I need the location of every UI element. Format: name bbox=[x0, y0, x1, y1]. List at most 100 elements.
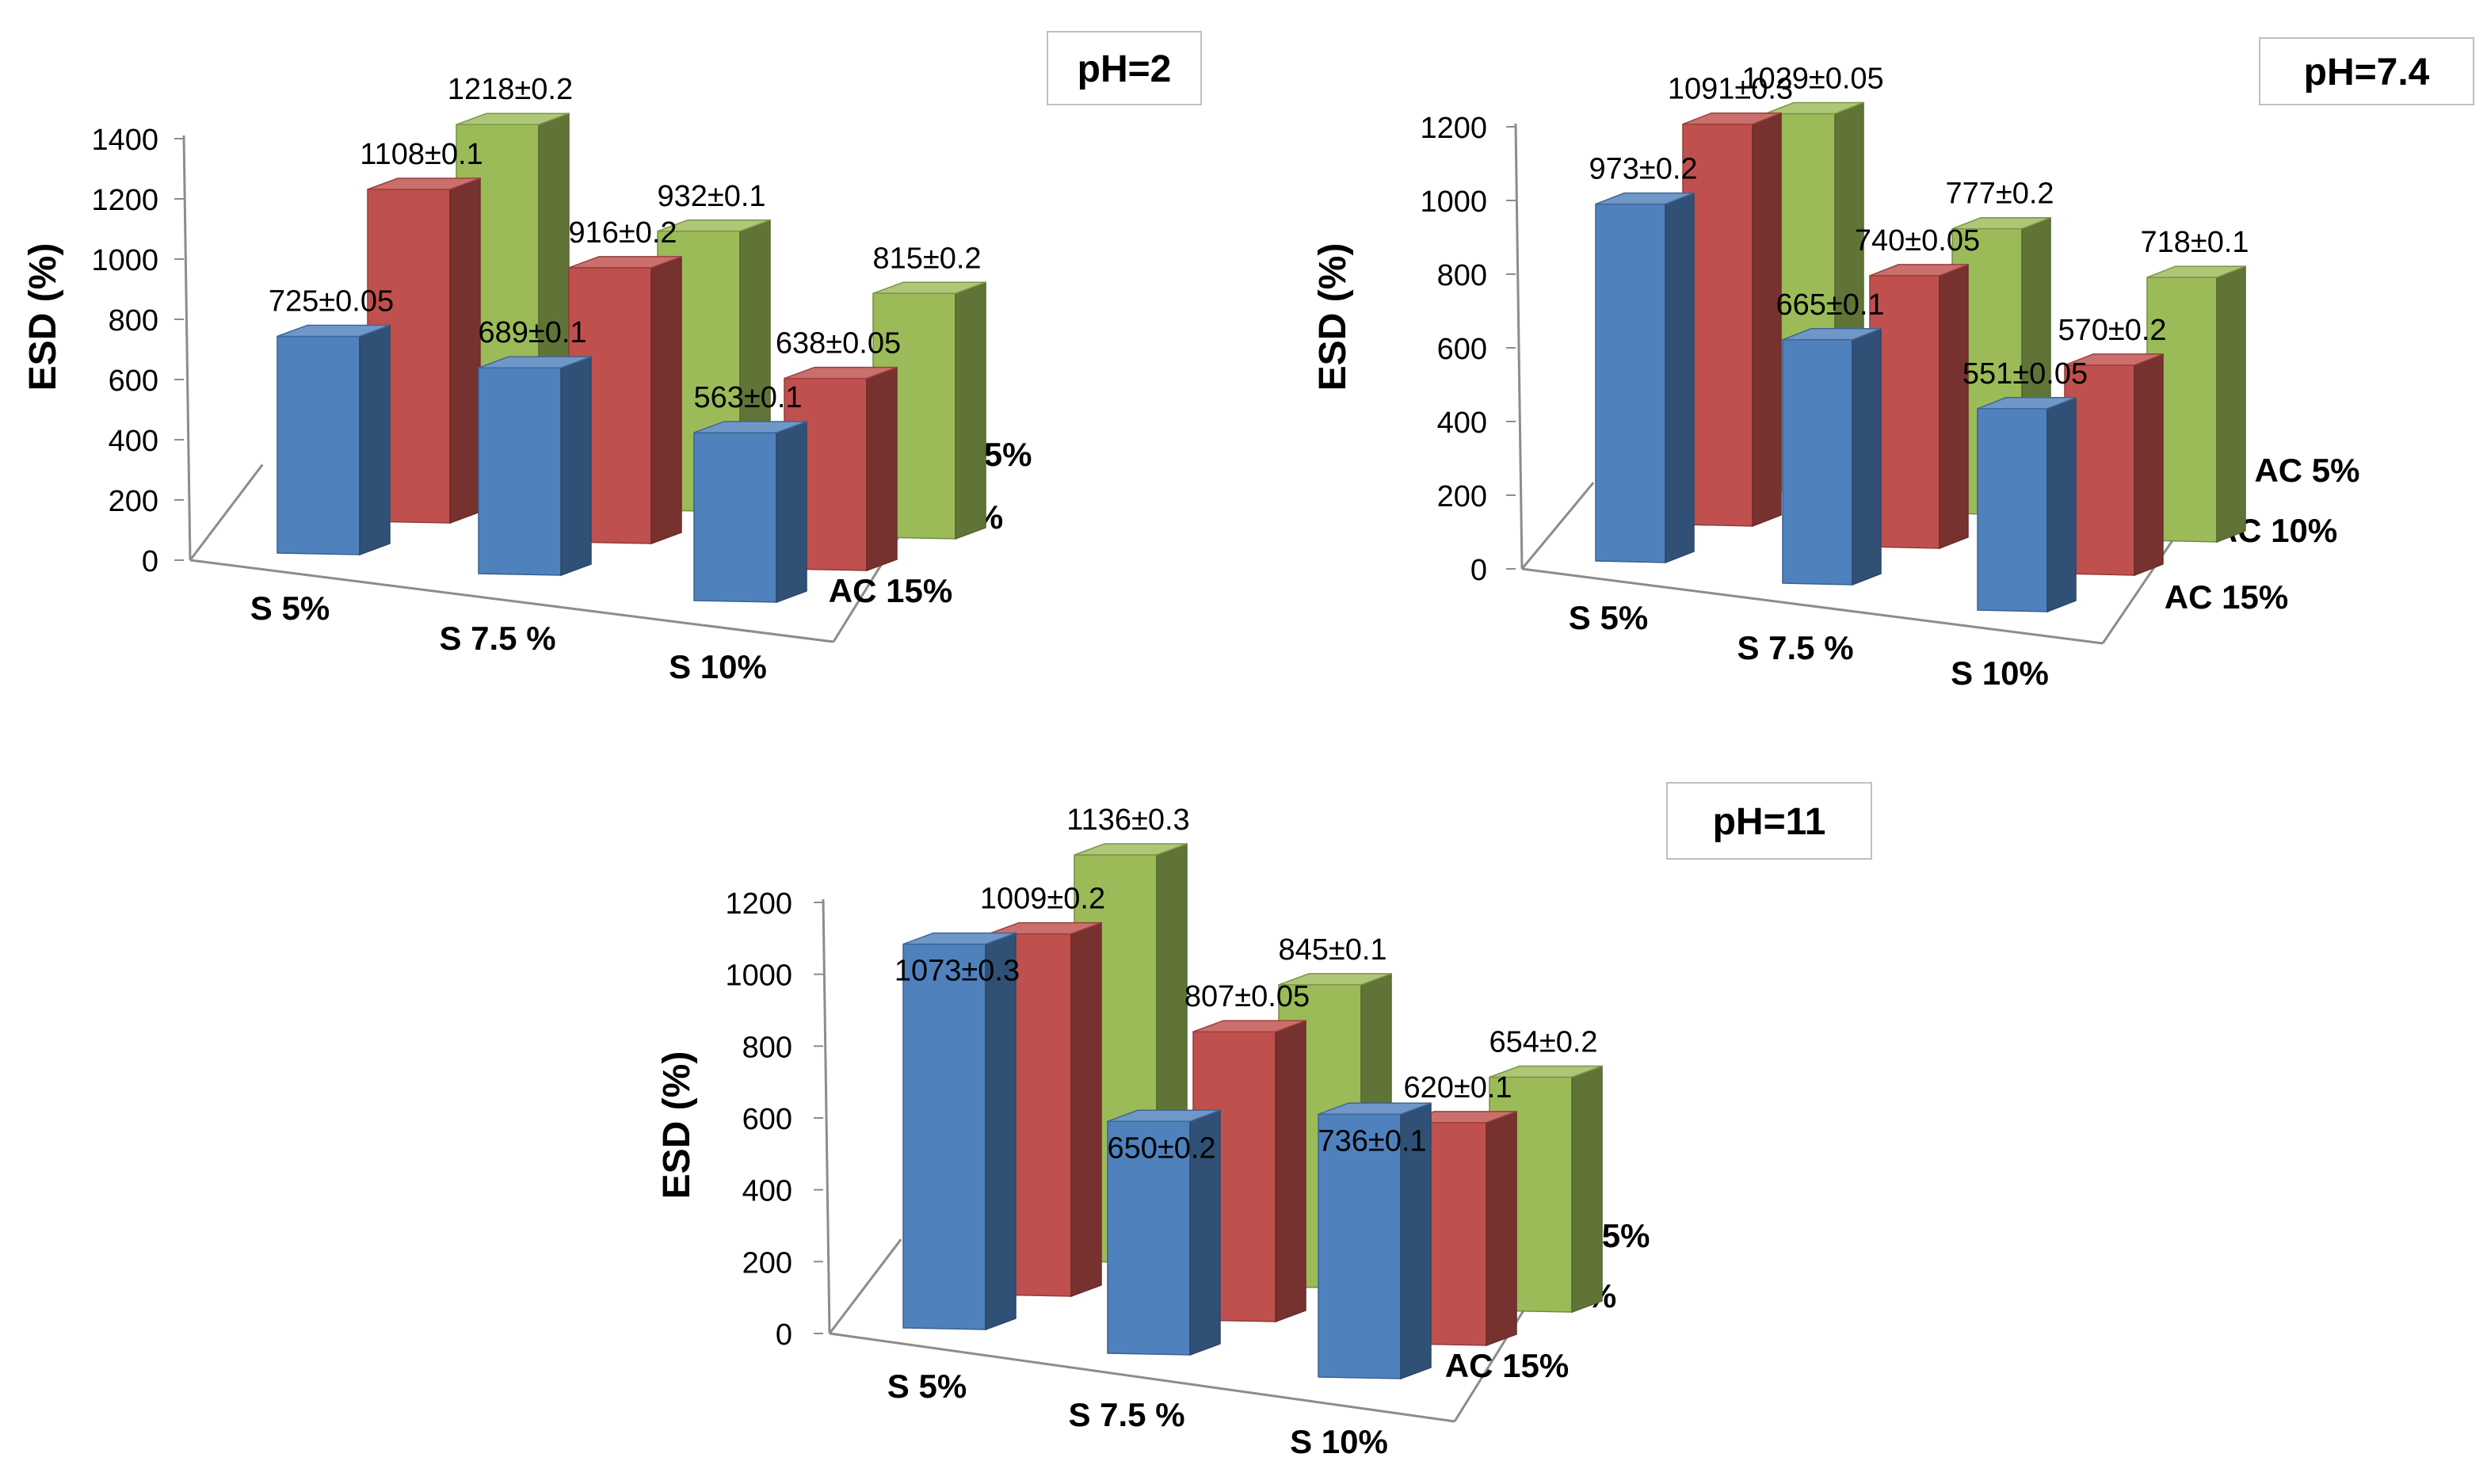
bar-side-face bbox=[449, 177, 481, 525]
bar-top-face bbox=[1682, 112, 1782, 125]
data-label: 1136±0.3 bbox=[1066, 803, 1189, 837]
bar-side-face bbox=[985, 932, 1017, 1331]
category-label: S 7.5 % bbox=[439, 620, 555, 657]
y-tick-label: 1200 bbox=[91, 184, 158, 217]
bar-ac10-2 bbox=[1869, 263, 1969, 550]
chart-title-box bbox=[2259, 37, 2474, 105]
x-axis-line bbox=[1521, 567, 2104, 645]
bar-side-face bbox=[866, 366, 898, 572]
bar-side-face bbox=[2134, 353, 2164, 577]
y-tick-label: 400 bbox=[742, 1175, 792, 1208]
category-label: S 7.5 % bbox=[1737, 629, 1853, 666]
floor-edge-line bbox=[189, 464, 264, 561]
bar-front-face bbox=[1977, 408, 2048, 612]
y-tick-label: 800 bbox=[1437, 259, 1487, 292]
series-label: AC 15% bbox=[1445, 1347, 1569, 1384]
bar-side-face bbox=[1665, 192, 1695, 564]
chart-2: 0 200 400 600 800 1000 1200 ESD (%) S 5% S 7.5 % S… bbox=[1312, 37, 2474, 692]
series-label: AC 5% bbox=[2254, 452, 2359, 489]
bar-front-face bbox=[1595, 203, 1666, 563]
data-label: 638±0.05 bbox=[776, 327, 901, 361]
data-label: 807±0.05 bbox=[1184, 980, 1310, 1013]
bar-ac15-2 bbox=[478, 356, 592, 577]
category-label: S 7.5 % bbox=[1068, 1396, 1184, 1433]
floor-edge-line bbox=[828, 1238, 902, 1334]
data-label: 570±0.2 bbox=[2058, 314, 2166, 347]
bar-side-face bbox=[650, 255, 682, 545]
bar-top-face bbox=[367, 177, 481, 190]
bar-side-face bbox=[560, 356, 592, 577]
data-label: 736±0.1 bbox=[1318, 1124, 1426, 1158]
data-label: 932±0.1 bbox=[657, 180, 765, 213]
bar-top-face bbox=[902, 932, 1017, 945]
category-label: S 5% bbox=[887, 1368, 967, 1405]
y-tick-label: 400 bbox=[1437, 406, 1487, 440]
data-label: 654±0.2 bbox=[1489, 1026, 1597, 1059]
chart-1: 0 200 400 600 800 1000 1200 1400 ESD (%) S 5% S 7.… bbox=[22, 31, 1202, 685]
bar-side-face bbox=[1852, 327, 1882, 586]
bar-front-face bbox=[277, 335, 360, 555]
bar-ac15-1 bbox=[902, 932, 1017, 1331]
data-label: 725±0.05 bbox=[269, 285, 394, 319]
bar-ac15-3 bbox=[693, 421, 807, 604]
bar-side-face bbox=[2216, 265, 2246, 544]
data-label: 777±0.2 bbox=[1945, 177, 2054, 211]
y-tick-label: 600 bbox=[1437, 333, 1487, 366]
chart-title-box bbox=[1666, 782, 1872, 860]
bar-ac10-3 bbox=[2064, 353, 2164, 577]
category-label: S 10% bbox=[669, 648, 767, 685]
y-axis-line bbox=[822, 898, 831, 1334]
bar-top-face bbox=[478, 356, 592, 368]
y-tick-label: 1000 bbox=[91, 244, 158, 277]
data-label: 650±0.2 bbox=[1107, 1131, 1215, 1165]
data-label: 740±0.05 bbox=[1855, 224, 1980, 258]
category-label: S 5% bbox=[1569, 599, 1648, 636]
data-label: 551±0.05 bbox=[1963, 357, 2088, 391]
bar-ac15-3 bbox=[1977, 396, 2077, 613]
y-tick-label: 200 bbox=[742, 1246, 792, 1280]
y-tick-label: 1000 bbox=[725, 959, 792, 993]
category-label: S 10% bbox=[1290, 1423, 1388, 1460]
data-label: 815±0.2 bbox=[872, 242, 981, 275]
bar-side-face bbox=[955, 281, 986, 540]
bar-side-face bbox=[1939, 263, 1969, 550]
bar-top-face bbox=[872, 281, 986, 295]
bar-top-face bbox=[1869, 264, 1969, 277]
bar-side-face bbox=[1070, 921, 1102, 1298]
chart-title: pH=2 bbox=[1078, 48, 1172, 90]
data-label: 689±0.1 bbox=[478, 316, 586, 349]
floor-edge-line bbox=[1520, 482, 1595, 570]
bar-ac15-1 bbox=[277, 324, 391, 556]
x-axis-line bbox=[829, 1332, 1455, 1423]
bar-top-face bbox=[568, 256, 682, 269]
bar-top-face bbox=[988, 921, 1102, 935]
data-label: 1009±0.2 bbox=[980, 883, 1105, 916]
data-label: 973±0.2 bbox=[1589, 153, 1697, 186]
bar-ac10-1 bbox=[1682, 112, 1782, 528]
data-label: 1029±0.05 bbox=[1741, 63, 1883, 96]
chart-title: pH=11 bbox=[1713, 801, 1826, 843]
y-tick-label: 200 bbox=[109, 485, 158, 518]
bar-top-face bbox=[1107, 1109, 1221, 1123]
data-label: 563±0.1 bbox=[693, 381, 802, 414]
bar-ac5-3 bbox=[2146, 265, 2246, 544]
x-axis-line bbox=[189, 559, 834, 643]
bar-top-face bbox=[657, 219, 771, 232]
bar-side-face bbox=[2046, 396, 2077, 613]
data-label: 620±0.1 bbox=[1403, 1071, 1512, 1104]
bar-top-face bbox=[784, 366, 898, 380]
bar-side-face bbox=[776, 421, 807, 604]
y-tick-label: 0 bbox=[776, 1318, 792, 1352]
data-label: 1091±0.3 bbox=[1668, 73, 1793, 106]
y-axis-line bbox=[182, 135, 192, 561]
series-label: AC 15% bbox=[2165, 578, 2288, 616]
y-tick-label: 800 bbox=[109, 304, 158, 338]
series-label: AC 15% bbox=[829, 572, 952, 609]
bar-side-face bbox=[1486, 1110, 1517, 1347]
data-label: 845±0.1 bbox=[1278, 933, 1387, 967]
bar-top-face bbox=[1764, 101, 1864, 115]
data-label: 1073±0.3 bbox=[894, 955, 1020, 988]
data-label: 916±0.2 bbox=[568, 216, 677, 250]
chart-3: 0 200 400 600 800 1000 1200 ESD (%) S 5% S 7.5 % S… bbox=[656, 782, 1872, 1460]
